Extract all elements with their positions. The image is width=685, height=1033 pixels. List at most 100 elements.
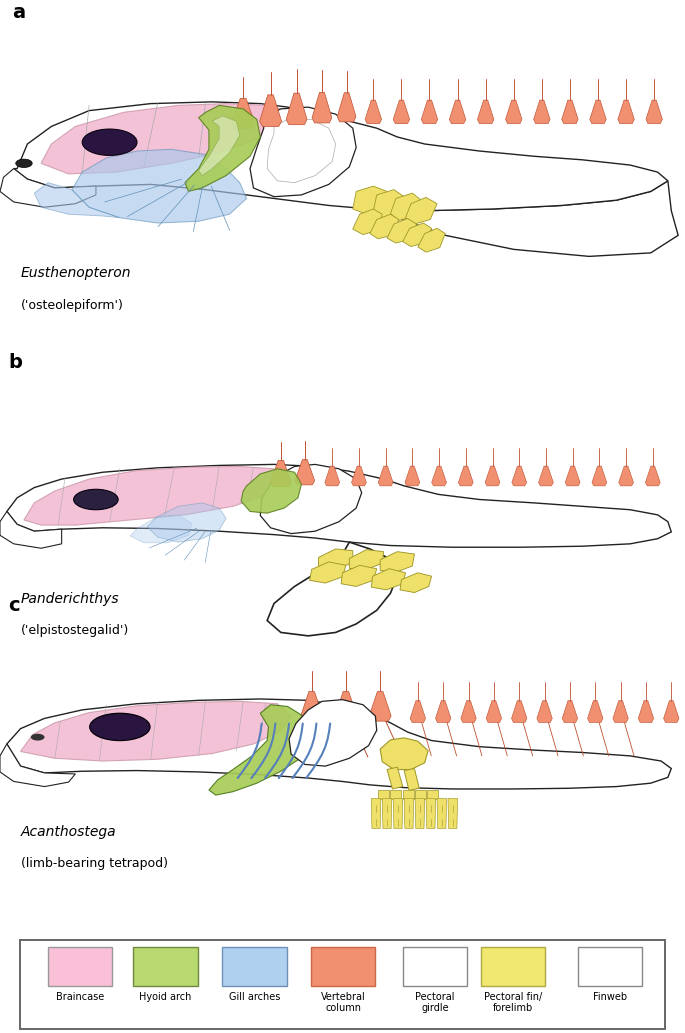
Polygon shape [415,799,425,828]
Polygon shape [271,461,291,487]
Polygon shape [286,93,307,125]
Polygon shape [353,186,387,214]
Polygon shape [403,223,432,247]
FancyBboxPatch shape [578,947,643,987]
Polygon shape [232,98,255,128]
Polygon shape [664,700,679,722]
Polygon shape [418,228,445,252]
Polygon shape [403,790,414,799]
Circle shape [16,159,32,167]
Polygon shape [426,799,436,828]
Polygon shape [390,790,401,799]
Polygon shape [393,799,403,828]
Polygon shape [410,700,425,722]
Polygon shape [486,700,501,722]
Polygon shape [449,100,466,124]
Polygon shape [590,100,606,124]
Text: a: a [12,2,25,22]
Text: Braincase: Braincase [56,992,104,1002]
Polygon shape [618,100,634,124]
Polygon shape [147,503,226,542]
Polygon shape [461,700,476,722]
Polygon shape [432,466,447,486]
Polygon shape [295,460,314,484]
Polygon shape [24,467,284,525]
Polygon shape [613,700,628,722]
Polygon shape [485,466,500,486]
Polygon shape [638,700,653,722]
Polygon shape [369,691,391,721]
Ellipse shape [90,713,150,741]
Polygon shape [404,799,414,828]
Polygon shape [371,569,406,590]
Polygon shape [406,197,437,224]
Polygon shape [588,700,603,722]
Polygon shape [512,700,527,722]
Polygon shape [341,565,377,587]
Polygon shape [0,744,75,786]
Polygon shape [562,100,578,124]
Polygon shape [267,120,336,183]
FancyBboxPatch shape [481,947,545,987]
Text: Pectoral fin/
forelimb: Pectoral fin/ forelimb [484,992,542,1013]
FancyBboxPatch shape [48,947,112,987]
Polygon shape [267,542,397,636]
Polygon shape [448,799,458,828]
Polygon shape [378,466,393,486]
Text: Gill arches: Gill arches [229,992,280,1002]
Polygon shape [645,466,660,486]
Polygon shape [7,465,671,547]
Polygon shape [337,93,356,122]
Polygon shape [310,562,346,583]
Polygon shape [0,168,96,208]
Polygon shape [301,691,323,721]
Text: Hyoid arch: Hyoid arch [140,992,192,1002]
Polygon shape [335,691,357,721]
Polygon shape [646,100,662,124]
Polygon shape [477,100,494,124]
Polygon shape [387,768,403,789]
Polygon shape [72,149,247,223]
Polygon shape [260,95,282,126]
Polygon shape [565,466,580,486]
Polygon shape [241,469,301,513]
Polygon shape [415,790,426,799]
Polygon shape [390,193,421,221]
Polygon shape [371,799,381,828]
Text: Vertebral
column: Vertebral column [321,992,366,1013]
Polygon shape [619,466,634,486]
Polygon shape [21,701,291,761]
Polygon shape [353,209,382,234]
Text: Acanthostega: Acanthostega [21,825,116,839]
Polygon shape [404,769,419,790]
Text: ('elpistostegalid'): ('elpistostegalid') [21,624,129,637]
Text: Pectoral
girdle: Pectoral girdle [416,992,455,1013]
Polygon shape [393,100,410,124]
FancyBboxPatch shape [134,947,198,987]
Polygon shape [289,699,377,766]
Polygon shape [185,105,260,191]
Polygon shape [405,466,420,486]
Polygon shape [458,466,473,486]
Polygon shape [199,116,240,176]
Polygon shape [537,700,552,722]
Polygon shape [400,572,432,593]
Polygon shape [437,799,447,828]
Polygon shape [260,465,362,534]
Polygon shape [436,700,451,722]
Polygon shape [592,466,607,486]
Polygon shape [209,705,312,795]
Polygon shape [325,466,340,486]
Polygon shape [373,190,404,218]
Polygon shape [427,790,438,799]
Polygon shape [14,102,668,211]
Polygon shape [512,466,527,486]
Circle shape [31,733,45,741]
Polygon shape [312,92,332,123]
Polygon shape [34,183,120,218]
Polygon shape [380,738,428,770]
Polygon shape [351,466,366,486]
Polygon shape [41,103,288,174]
Polygon shape [378,790,389,799]
Polygon shape [538,466,553,486]
